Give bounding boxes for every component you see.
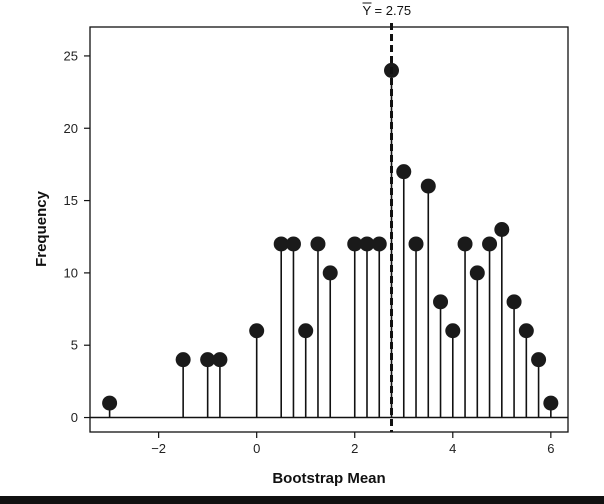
x-tick-label-4: 6 [547, 441, 554, 456]
data-point-6 [285, 236, 301, 252]
data-point-0 [102, 395, 118, 411]
data-point-25 [531, 352, 547, 368]
mean-annotation-text: Y = 2.75 [363, 3, 412, 18]
y-axis: 0 5 10 15 20 25 [64, 48, 90, 425]
y-tick-label-0: 0 [71, 410, 78, 425]
data-point-23 [506, 294, 522, 310]
data-point-12 [371, 236, 387, 252]
data-point-5 [273, 236, 289, 252]
data-point-7 [298, 323, 314, 339]
data-point-24 [518, 323, 534, 339]
data-point-3 [212, 352, 228, 368]
data-point-4 [249, 323, 265, 339]
data-point-17 [433, 294, 449, 310]
markers-layer [102, 62, 559, 411]
data-point-10 [347, 236, 363, 252]
y-tick-label-2: 10 [64, 265, 78, 280]
y-tick-label-1: 5 [71, 338, 78, 353]
data-point-19 [457, 236, 473, 252]
data-point-21 [482, 236, 498, 252]
data-point-9 [322, 265, 338, 281]
data-point-1 [175, 352, 191, 368]
x-tick-label-2: 2 [351, 441, 358, 456]
x-axis-title: Bootstrap Mean [272, 470, 385, 487]
x-tick-label-0: −2 [151, 441, 166, 456]
y-tick-label-3: 15 [64, 193, 78, 208]
data-point-26 [543, 395, 559, 411]
data-point-11 [359, 236, 375, 252]
y-tick-label-5: 25 [64, 48, 78, 63]
data-point-22 [494, 222, 510, 237]
data-point-16 [420, 178, 436, 194]
y-tick-label-4: 20 [64, 121, 78, 136]
page-bottom-rule [0, 496, 604, 504]
plot-frame [89, 26, 569, 433]
x-tick-label-3: 4 [449, 441, 456, 456]
x-tick-label-1: 0 [253, 441, 260, 456]
data-point-2 [200, 352, 216, 368]
data-point-15 [408, 236, 424, 252]
data-point-20 [469, 265, 485, 281]
mean-annotation: Y = 2.75 [362, 2, 412, 18]
y-axis-title: Frequency [33, 190, 50, 267]
data-point-8 [310, 236, 326, 252]
stems-layer [108, 70, 552, 418]
mean-value: = 2.75 [371, 3, 411, 18]
x-axis: −2 0 2 4 6 [151, 432, 554, 456]
mean-symbol: Y [363, 3, 372, 18]
data-point-14 [396, 164, 412, 180]
data-point-18 [445, 323, 461, 339]
